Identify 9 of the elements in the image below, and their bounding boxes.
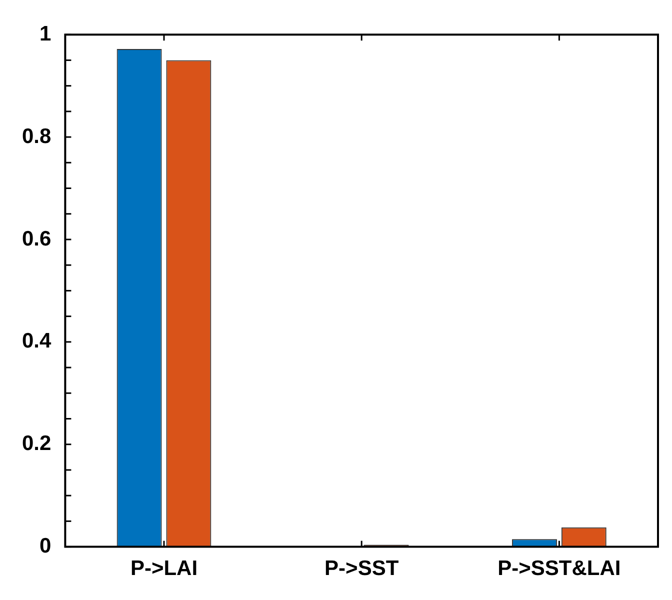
x-tick-label: P->SST&LAI xyxy=(498,557,621,580)
y-tick-label: 0.8 xyxy=(22,124,52,148)
y-tick-label: 1 xyxy=(40,22,52,46)
y-tick-label: 0.6 xyxy=(22,227,52,250)
y-tick-label: 0.4 xyxy=(22,330,52,353)
y-tick-label: 0 xyxy=(40,534,52,558)
x-tick-label: P->LAI xyxy=(130,557,198,580)
x-tick-label: P->SST xyxy=(324,557,399,580)
y-tick-label: 0.2 xyxy=(22,432,52,456)
